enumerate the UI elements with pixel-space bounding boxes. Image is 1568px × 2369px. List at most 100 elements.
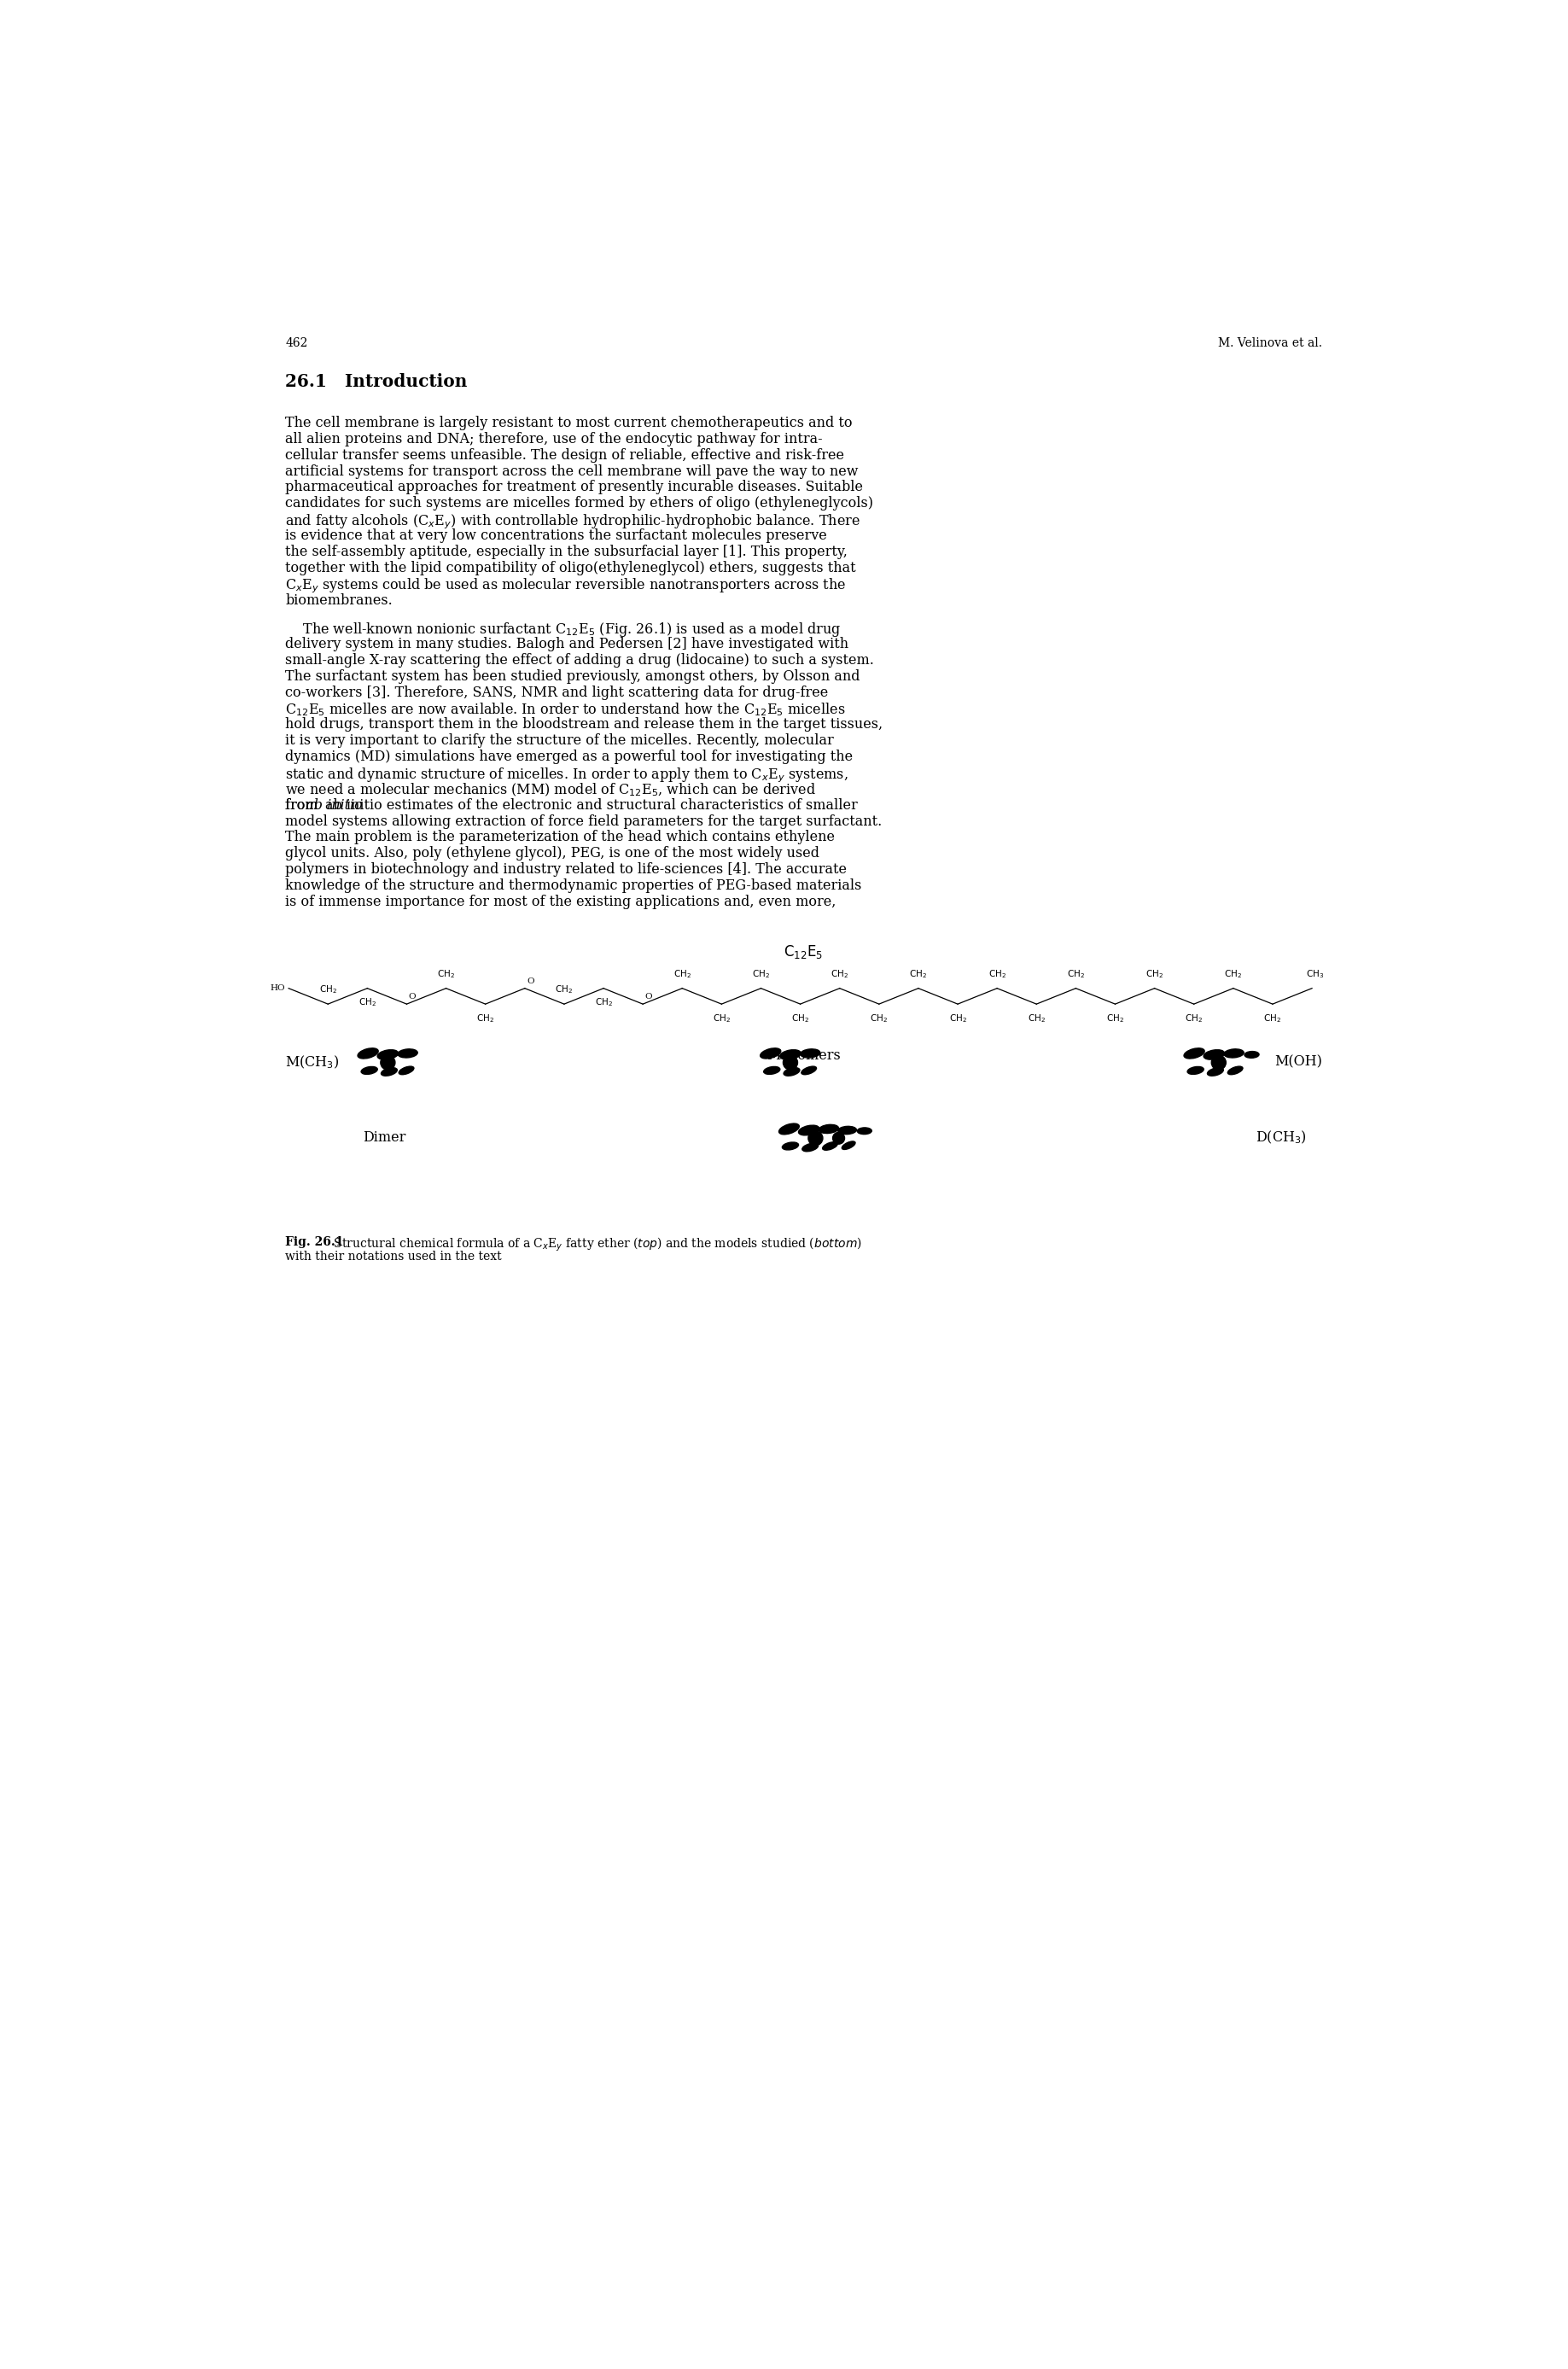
Text: $\mathrm{CH_2}$: $\mathrm{CH_2}$ [359,997,376,1009]
Ellipse shape [784,1068,800,1076]
Ellipse shape [801,1066,817,1076]
Text: 26.1   Introduction: 26.1 Introduction [285,372,467,391]
Text: artificial systems for transport across the cell membrane will pave the way to n: artificial systems for transport across … [285,464,858,479]
Text: small-angle X-ray scattering the effect of adding a drug (lidocaine) to such a s: small-angle X-ray scattering the effect … [285,654,873,668]
Ellipse shape [398,1066,414,1076]
Text: $\mathrm{CH_2}$: $\mathrm{CH_2}$ [594,997,613,1009]
Text: Monomers: Monomers [767,1047,840,1064]
Ellipse shape [398,1049,417,1057]
Text: $\mathrm{CH_2}$: $\mathrm{CH_2}$ [712,1012,731,1023]
Text: C$_{12}$E$_5$ micelles are now available. In order to understand how the C$_{12}: C$_{12}$E$_5$ micelles are now available… [285,701,845,718]
Ellipse shape [1245,1052,1259,1059]
Text: all alien proteins and DNA; therefore, use of the endocytic pathway for intra-: all alien proteins and DNA; therefore, u… [285,431,823,445]
Text: $\mathrm{C_{12}E_5}$: $\mathrm{C_{12}E_5}$ [784,943,823,959]
Ellipse shape [361,1066,378,1073]
Text: ab initio: ab initio [303,798,362,813]
Text: M(CH$_3$): M(CH$_3$) [285,1054,340,1071]
Text: the self-assembly aptitude, especially in the subsurfacial layer [1]. This prope: the self-assembly aptitude, especially i… [285,545,848,559]
Text: $\mathrm{CH_2}$: $\mathrm{CH_2}$ [1185,1012,1203,1023]
Ellipse shape [760,1047,781,1059]
Ellipse shape [837,1125,856,1135]
Text: $\mathrm{CH_2}$: $\mathrm{CH_2}$ [909,969,927,981]
Text: knowledge of the structure and thermodynamic properties of PEG-based materials: knowledge of the structure and thermodyn… [285,879,862,893]
Ellipse shape [779,1123,800,1135]
Text: cellular transfer seems unfeasible. The design of reliable, effective and risk-f: cellular transfer seems unfeasible. The … [285,448,845,462]
Ellipse shape [381,1068,397,1076]
Text: $\mathrm{CH_3}$: $\mathrm{CH_3}$ [1306,969,1325,981]
Text: O: O [409,993,416,1000]
Ellipse shape [842,1142,855,1149]
Text: pharmaceutical approaches for treatment of presently incurable diseases. Suitabl: pharmaceutical approaches for treatment … [285,481,862,495]
Text: $\mathrm{CH_2}$: $\mathrm{CH_2}$ [792,1012,809,1023]
Text: dynamics (MD) simulations have emerged as a powerful tool for investigating the: dynamics (MD) simulations have emerged a… [285,749,853,765]
Text: The well-known nonionic surfactant C$_{12}$E$_5$ (Fig. 26.1) is used as a model : The well-known nonionic surfactant C$_{1… [285,621,842,640]
Circle shape [808,1130,823,1144]
Text: polymers in biotechnology and industry related to life-sciences [4]. The accurat: polymers in biotechnology and industry r… [285,862,847,877]
Text: candidates for such systems are micelles formed by ethers of oligo (ethyleneglyc: candidates for such systems are micelles… [285,495,873,512]
Ellipse shape [358,1047,378,1059]
Text: model systems allowing extraction of force field parameters for the target surfa: model systems allowing extraction of for… [285,815,883,829]
Ellipse shape [1187,1066,1204,1073]
Text: glycol units. Also, poly (ethylene glycol), PEG, is one of the most widely used: glycol units. Also, poly (ethylene glyco… [285,846,820,860]
Circle shape [381,1054,395,1071]
Ellipse shape [1228,1066,1243,1076]
Text: it is very important to clarify the structure of the micelles. Recently, molecul: it is very important to clarify the stru… [285,734,834,749]
Ellipse shape [803,1144,818,1151]
Text: from  ab initio estimates of the electronic and structural characteristics of sm: from ab initio estimates of the electron… [285,798,858,813]
Text: M. Velinova et al.: M. Velinova et al. [1218,336,1322,348]
Text: $\mathrm{CH_2}$: $\mathrm{CH_2}$ [1146,969,1163,981]
Text: with their notations used in the text: with their notations used in the text [285,1251,502,1263]
Ellipse shape [378,1049,398,1059]
Text: $\mathrm{CH_2}$: $\mathrm{CH_2}$ [673,969,691,981]
Text: The main problem is the parameterization of the head which contains ethylene: The main problem is the parameterization… [285,829,836,846]
Text: $\mathrm{CH_2}$: $\mathrm{CH_2}$ [1027,1012,1046,1023]
Text: O: O [644,993,652,1000]
Text: M(OH): M(OH) [1275,1054,1322,1068]
Ellipse shape [1184,1047,1204,1059]
Ellipse shape [823,1142,837,1151]
Text: $\mathrm{CH_2}$: $\mathrm{CH_2}$ [477,1012,494,1023]
Ellipse shape [779,1049,801,1059]
Ellipse shape [858,1128,872,1135]
Circle shape [1212,1054,1226,1071]
Ellipse shape [800,1049,820,1057]
Text: static and dynamic structure of micelles. In order to apply them to C$_x$E$_y$ s: static and dynamic structure of micelles… [285,765,848,784]
Text: Dimer: Dimer [364,1130,406,1144]
Text: HO: HO [270,986,285,993]
Text: $\mathrm{CH_2}$: $\mathrm{CH_2}$ [949,1012,967,1023]
Text: co-workers [3]. Therefore, SANS, NMR and light scattering data for drug-free: co-workers [3]. Therefore, SANS, NMR and… [285,685,828,699]
Ellipse shape [1207,1068,1223,1076]
Ellipse shape [1204,1049,1225,1059]
Ellipse shape [1225,1049,1243,1057]
Text: O: O [527,978,535,986]
Text: $\mathrm{CH_2}$: $\mathrm{CH_2}$ [318,983,337,995]
Text: is evidence that at very low concentrations the surfactant molecules preserve: is evidence that at very low concentrati… [285,528,826,543]
Text: Structural chemical formula of a C$_x$E$_y$ fatty ether ($\mathit{top}$) and the: Structural chemical formula of a C$_x$E$… [326,1237,862,1253]
Text: is of immense importance for most of the existing applications and, even more,: is of immense importance for most of the… [285,895,836,910]
Text: $\mathrm{CH_2}$: $\mathrm{CH_2}$ [1225,969,1242,981]
Text: $\mathrm{CH_2}$: $\mathrm{CH_2}$ [1264,1012,1281,1023]
Text: $\mathrm{CH_2}$: $\mathrm{CH_2}$ [1066,969,1085,981]
Circle shape [782,1054,798,1071]
Text: $\mathrm{CH_2}$: $\mathrm{CH_2}$ [988,969,1007,981]
Text: delivery system in many studies. Balogh and Pedersen [2] have investigated with: delivery system in many studies. Balogh … [285,637,848,651]
Text: $\mathrm{CH_2}$: $\mathrm{CH_2}$ [831,969,848,981]
Text: The cell membrane is largely resistant to most current chemotherapeutics and to: The cell membrane is largely resistant t… [285,415,853,431]
Ellipse shape [764,1066,779,1073]
Ellipse shape [798,1125,820,1135]
Text: together with the lipid compatibility of oligo(ethyleneglycol) ethers, suggests : together with the lipid compatibility of… [285,561,856,576]
Text: biomembranes.: biomembranes. [285,592,392,606]
Text: C$_x$E$_y$ systems could be used as molecular reversible nanotransporters across: C$_x$E$_y$ systems could be used as mole… [285,576,847,595]
Text: hold drugs, transport them in the bloodstream and release them in the target tis: hold drugs, transport them in the bloods… [285,718,883,732]
Text: from: from [285,798,323,813]
Text: D(CH$_3$): D(CH$_3$) [1256,1130,1308,1147]
Circle shape [833,1132,845,1144]
Text: 462: 462 [285,336,307,348]
Text: $\mathrm{CH_2}$: $\mathrm{CH_2}$ [437,969,455,981]
Text: $\mathrm{CH_2}$: $\mathrm{CH_2}$ [870,1012,887,1023]
Ellipse shape [782,1142,798,1149]
Text: The surfactant system has been studied previously, amongst others, by Olsson and: The surfactant system has been studied p… [285,668,861,685]
Ellipse shape [818,1125,839,1132]
Text: $\mathrm{CH_2}$: $\mathrm{CH_2}$ [753,969,770,981]
Text: we need a molecular mechanics (MM) model of C$_{12}$E$_5$, which can be derived: we need a molecular mechanics (MM) model… [285,782,815,798]
